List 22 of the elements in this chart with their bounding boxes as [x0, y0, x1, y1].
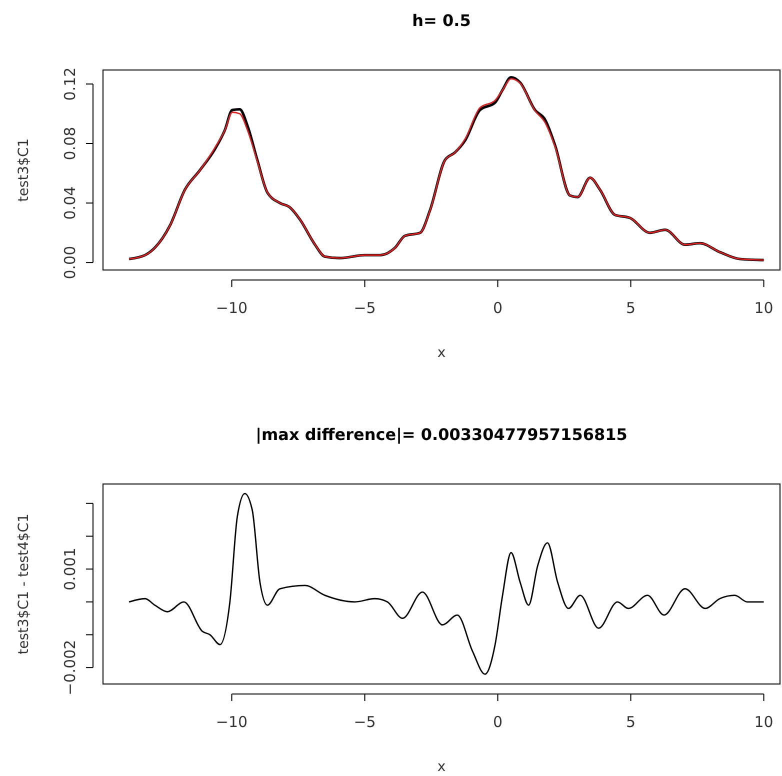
- y-axis-title: test3$C1: [16, 138, 32, 202]
- y-tick-label: −0.002: [61, 640, 79, 696]
- chart-title: h= 0.5: [412, 11, 471, 30]
- x-tick-label: −5: [354, 713, 376, 731]
- x-axis-title: x: [437, 759, 446, 775]
- y-tick-label: 0.12: [61, 67, 79, 101]
- x-axis-title: x: [437, 345, 446, 361]
- x-tick-label: −10: [216, 299, 248, 317]
- y-tick-label: 0.04: [61, 186, 79, 220]
- y-tick-label: 0.08: [61, 126, 79, 160]
- x-tick-label: 10: [754, 713, 774, 731]
- y-tick-label: 0.00: [61, 246, 79, 280]
- x-tick-label: 10: [754, 299, 774, 317]
- x-tick-label: −5: [354, 299, 376, 317]
- x-tick-label: 5: [626, 299, 636, 317]
- y-axis-title: test3$C1 - test4$C1: [16, 514, 32, 654]
- x-tick-label: 0: [492, 299, 503, 317]
- x-tick-label: 5: [626, 713, 636, 731]
- chart-title: |max difference|= 0.00330477957156815: [256, 425, 628, 444]
- x-tick-label: −10: [216, 713, 248, 731]
- x-tick-label: 0: [492, 713, 503, 731]
- y-tick-label: 0.001: [61, 548, 79, 591]
